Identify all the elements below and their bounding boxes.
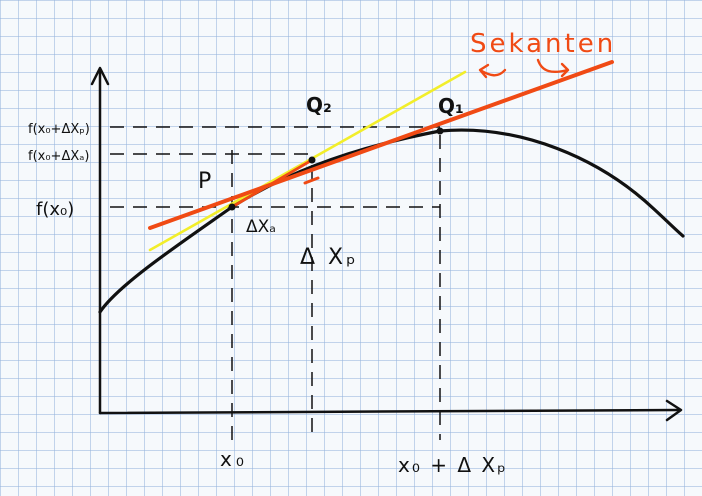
f-x0-label: f(x₀)	[36, 199, 74, 220]
y-axis	[90, 66, 110, 415]
point-q2-dot	[308, 156, 316, 164]
sekanten-arrow-icon	[478, 63, 507, 79]
point-q2-label: Q₂	[306, 93, 332, 117]
delta-xq-label: ΔXₐ	[246, 217, 276, 237]
x0-plus-dxp-label: x₀ + Δ Xₚ	[398, 453, 508, 477]
point-q1-label: Q₁	[438, 94, 464, 118]
x0-label: x₀	[220, 447, 248, 471]
sekanten-label: Sekanten	[470, 29, 616, 59]
helper-lines	[110, 126, 441, 440]
tangent-line	[148, 70, 467, 252]
function-curve	[98, 128, 685, 314]
point-p-dot	[228, 203, 236, 211]
point-p-label: P	[198, 169, 211, 194]
delta-xp-label: Δ Xₚ	[300, 245, 359, 270]
f-x0-dxq-label: f(x₀+ΔXₐ)	[28, 149, 89, 164]
secant-p-q1	[148, 60, 614, 230]
x-axis	[98, 399, 683, 422]
sekanten-arrow-icon-2	[536, 58, 570, 78]
f-x0-dxp-label: f(x₀+ΔXₚ)	[28, 122, 90, 137]
point-q1-dot	[436, 127, 444, 135]
secant-q2-segment	[303, 176, 320, 185]
